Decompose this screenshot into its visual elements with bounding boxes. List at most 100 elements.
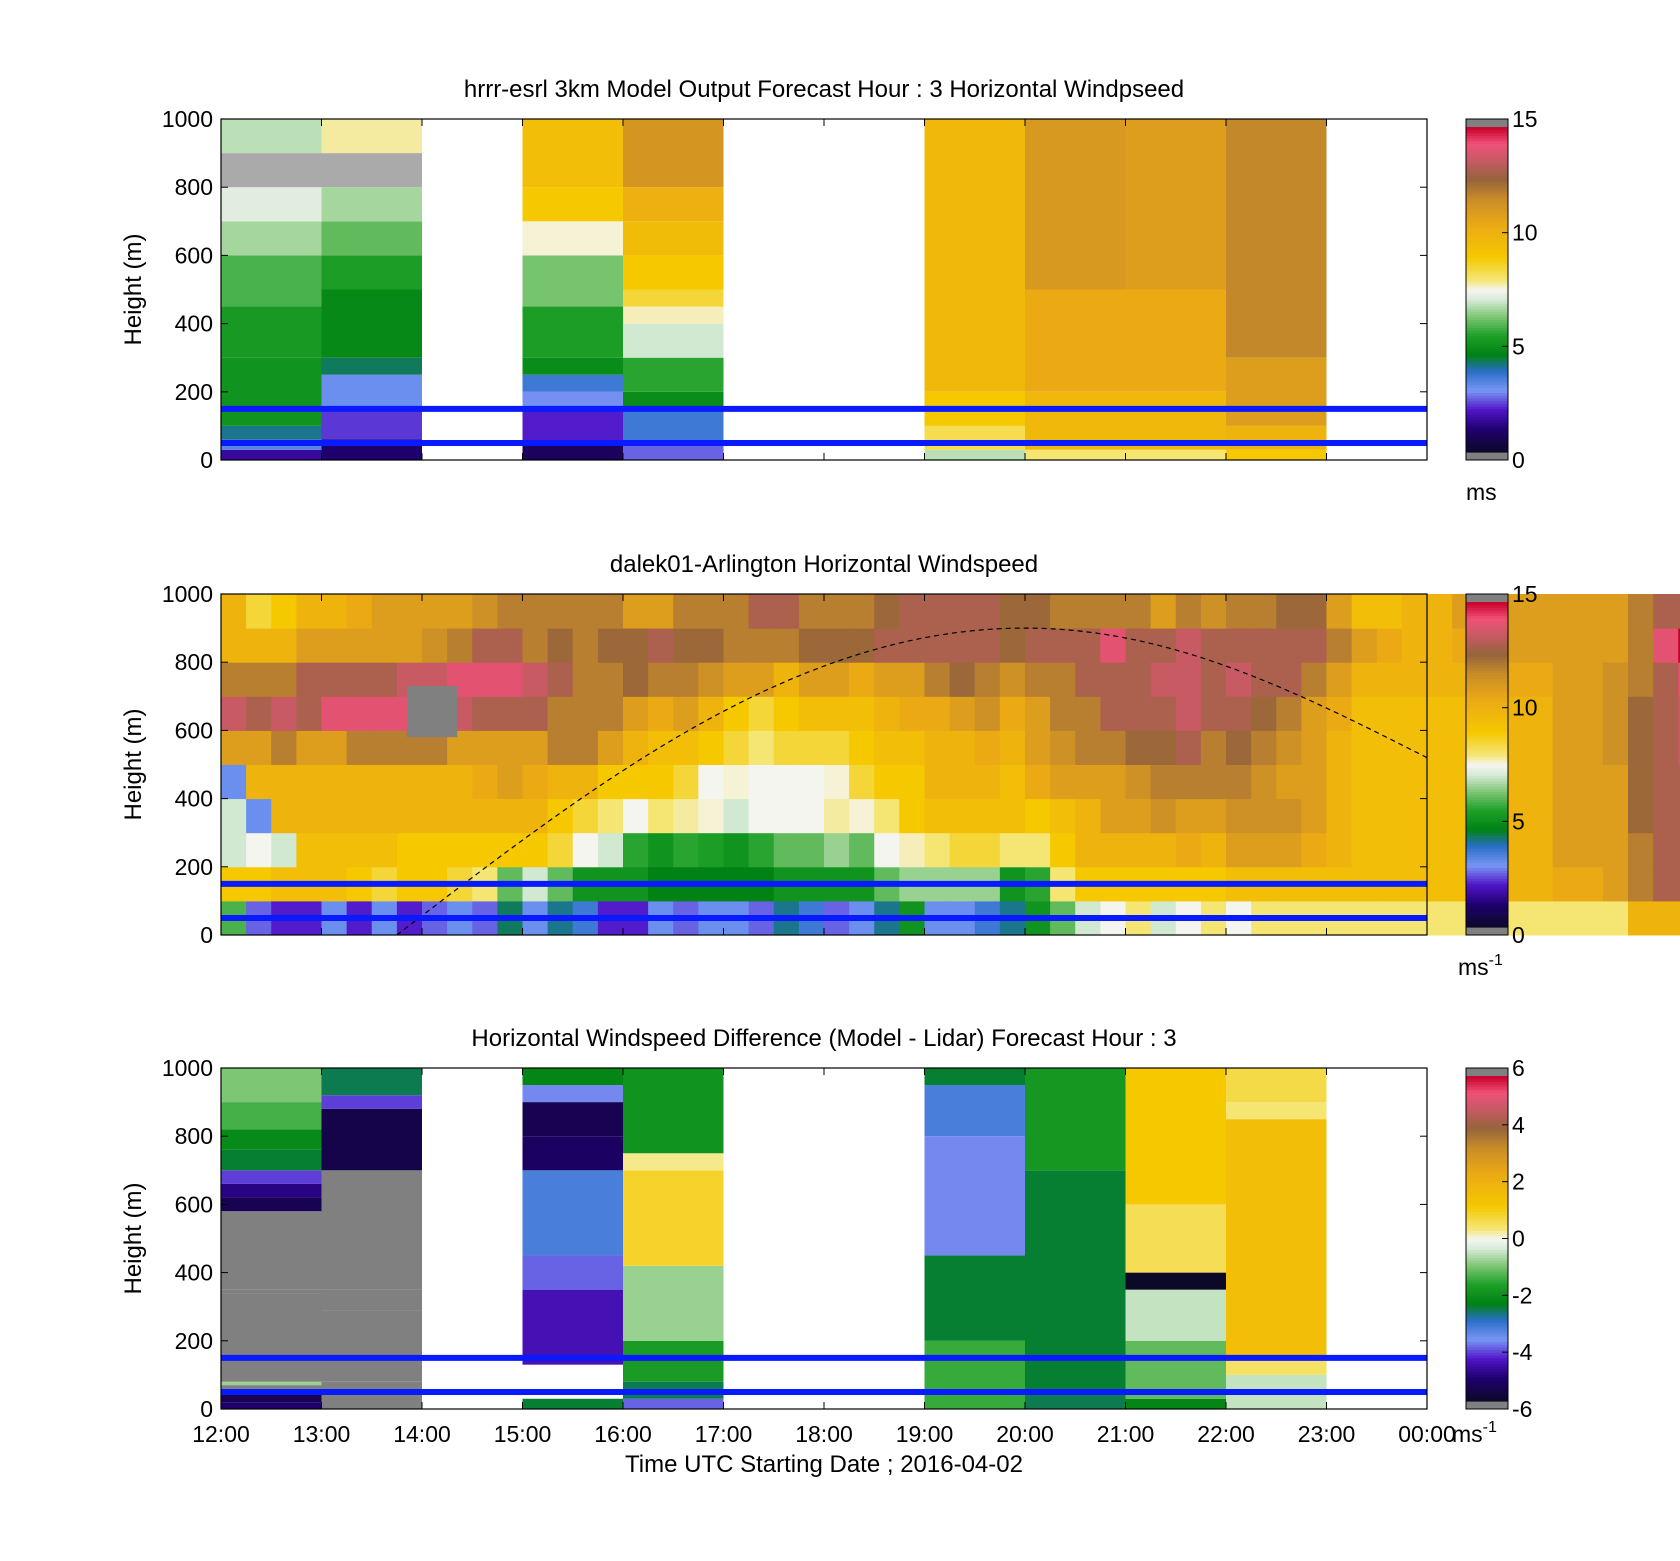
heatmap-cell [698, 730, 724, 765]
heatmap-cell [1628, 696, 1654, 731]
colorbar-segment [1466, 213, 1508, 217]
colorbar-segment [1466, 870, 1508, 874]
heatmap-cell [1602, 798, 1629, 834]
colorbar-segment [1466, 805, 1508, 809]
colorbar-segment [1466, 723, 1508, 728]
heatmap-cell [346, 662, 373, 697]
colorbar-segment [1466, 1384, 1508, 1389]
heatmap-cell [849, 662, 875, 697]
colorbar-segment [1466, 688, 1508, 692]
colorbar-segment [1466, 397, 1508, 402]
colorbar-segment [1466, 1103, 1508, 1107]
heatmap-cell [522, 628, 549, 663]
heatmap-cell [1376, 662, 1403, 697]
heatmap-cell [522, 255, 623, 307]
colorbar-segment [1466, 794, 1508, 798]
heatmap-cell [572, 662, 599, 697]
colorbar-segment [1466, 1322, 1508, 1326]
heatmap-cell [371, 594, 398, 629]
y-axis-label: Height (m) [120, 233, 147, 345]
heatmap-cell [1577, 900, 1604, 936]
heatmap-cell [924, 425, 1025, 450]
heatmap-cell [648, 594, 674, 629]
colorbar-segment [1466, 1108, 1508, 1112]
colorbar-segment [1466, 319, 1508, 323]
heatmap-cell [874, 832, 900, 868]
heatmap-cell [1427, 628, 1453, 663]
heatmap-cell [271, 730, 297, 765]
colorbar-segment [1466, 694, 1508, 698]
heatmap-cell [472, 662, 498, 697]
colorbar-segment [1466, 829, 1508, 833]
heatmap-cell [1150, 594, 1177, 629]
heatmap-cell [723, 662, 750, 697]
heatmap-cell [522, 374, 623, 392]
colorbar-segment [1466, 618, 1508, 622]
colorbar-segment [1466, 634, 1508, 638]
colorbar-tick-label: 2 [1512, 1169, 1525, 1195]
heatmap-cell [748, 730, 775, 765]
heatmap-cell [1552, 900, 1579, 936]
heatmap-cell [1351, 594, 1378, 629]
colorbar-segment [1466, 1203, 1508, 1207]
colorbar-segment [1466, 894, 1508, 898]
heatmap-cell [1401, 662, 1428, 697]
colorbar-segment [1466, 1336, 1508, 1340]
heatmap-cell [849, 730, 875, 765]
colorbar-segment [1466, 192, 1508, 196]
heatmap-cell [522, 832, 549, 868]
heatmap-cell [949, 832, 976, 868]
heatmap-cell [396, 764, 423, 800]
heatmap-cell [899, 628, 925, 663]
heatmap-cell [1376, 594, 1403, 629]
heatmap-cell [974, 798, 1001, 834]
x-tick-label: 14:00 [393, 1421, 451, 1447]
heatmap-cell [572, 730, 599, 765]
colorbar-segment [1466, 680, 1508, 684]
heatmap-cell [1653, 764, 1679, 800]
colorbar-frame [1465, 118, 1509, 461]
heatmap-cell [271, 662, 297, 697]
heatmap-cell [221, 1402, 322, 1409]
heatmap-cell [773, 798, 800, 834]
colorbar-segment [1466, 265, 1508, 269]
colorbar-segment [1466, 875, 1508, 879]
heatmap-cell [1226, 798, 1252, 834]
heatmap-cell [623, 306, 724, 324]
colorbar-segment [1466, 186, 1508, 190]
heatmap-cell [1527, 628, 1554, 663]
colorbar-segment [1466, 769, 1508, 774]
heatmap-cell [472, 798, 498, 834]
heatmap-cell [673, 594, 699, 629]
missing-data-patch [406, 686, 458, 738]
colorbar-segment [1466, 707, 1508, 711]
colorbar-segment [1466, 759, 1508, 763]
x-tick-label: 20:00 [996, 1421, 1054, 1447]
colorbar-segment [1466, 902, 1508, 906]
heatmap-cell [1251, 594, 1277, 629]
heatmap-cell [773, 696, 800, 731]
y-tick-label: 1000 [162, 106, 213, 132]
heatmap-cell [221, 730, 247, 765]
colorbar-segment [1466, 880, 1508, 885]
heatmap-cell [949, 594, 976, 629]
colorbar-segment [1466, 140, 1508, 144]
colorbar-segment [1466, 602, 1508, 606]
heatmap-cell [221, 594, 247, 629]
colorbar-segment [1466, 685, 1508, 690]
heatmap-cell [1602, 764, 1629, 800]
colorbar-segment [1466, 1371, 1508, 1375]
heatmap-cell [849, 696, 875, 731]
heatmap-cell [221, 628, 247, 663]
heatmap-cell [1351, 730, 1378, 765]
heatmap-cell [497, 832, 523, 868]
colorbar-segment [1466, 788, 1508, 793]
heatmap-cell [221, 425, 322, 440]
heatmap-cell [1226, 696, 1252, 731]
colorbar-segment [1466, 159, 1508, 163]
heatmap-cell [1401, 628, 1428, 663]
colorbar-segment [1466, 851, 1508, 855]
colorbar-segment [1466, 1127, 1508, 1131]
colorbar-segment [1466, 300, 1508, 304]
colorbar-unit-main: ms [1452, 1421, 1483, 1447]
